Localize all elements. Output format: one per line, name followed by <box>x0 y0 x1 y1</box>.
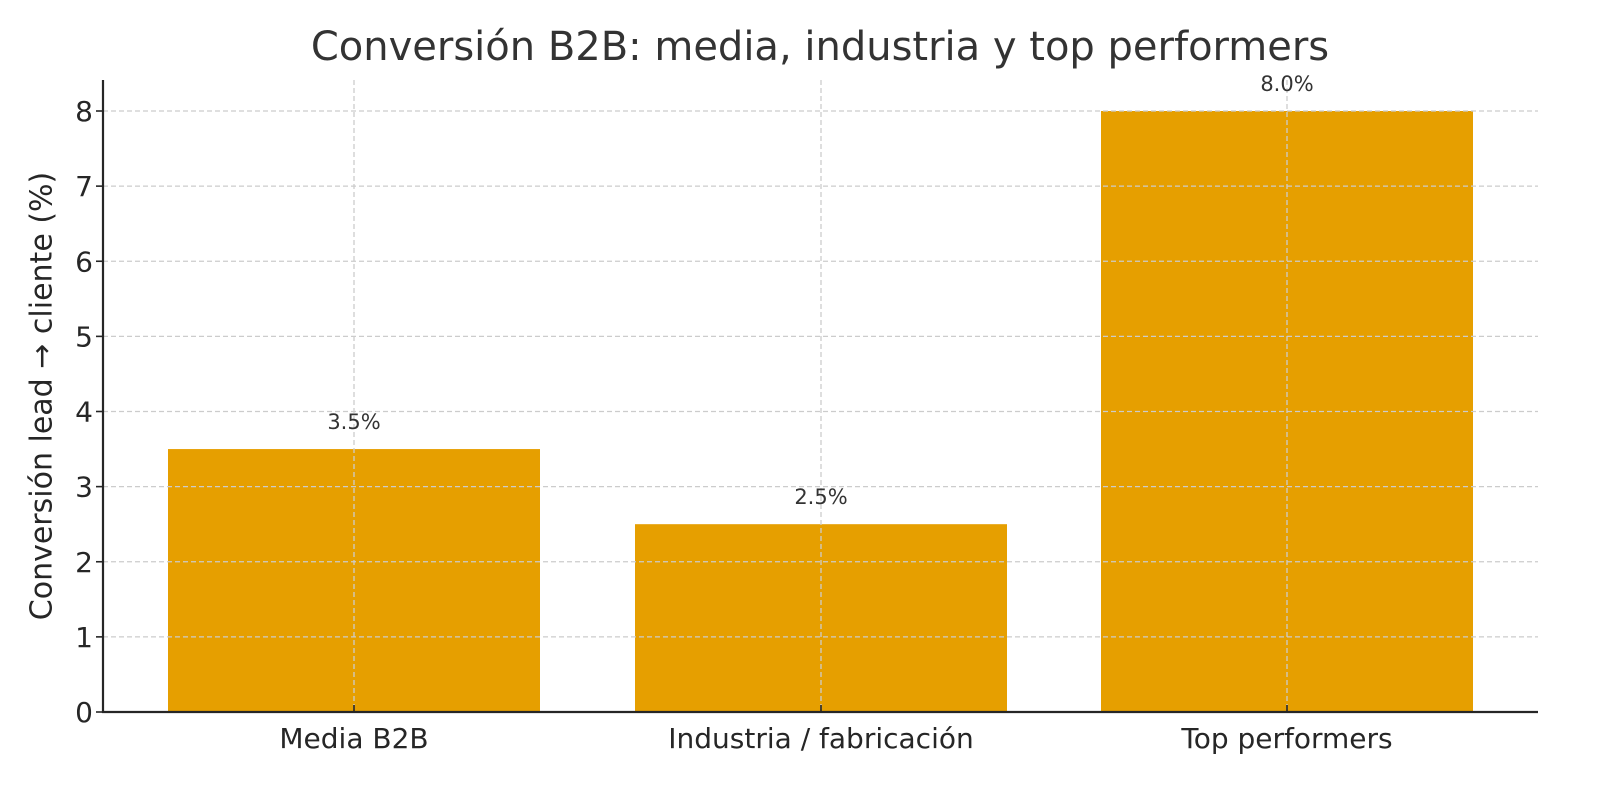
y-tick-label: 3 <box>75 471 93 504</box>
y-tick-label: 4 <box>75 396 93 429</box>
y-tick-label: 7 <box>75 170 93 203</box>
value-label: 3.5% <box>327 410 380 434</box>
x-tick-label: Top performers <box>1180 722 1392 755</box>
y-tick-label: 2 <box>75 546 93 579</box>
x-tick-label: Media B2B <box>279 722 428 755</box>
chart-title: Conversión B2B: media, industria y top p… <box>310 24 1330 70</box>
y-tick-label: 8 <box>75 95 93 128</box>
y-tick-label: 0 <box>75 696 93 729</box>
y-tick-label: 6 <box>75 245 93 278</box>
value-label: 2.5% <box>794 485 847 509</box>
x-tick-label: Industria / fabricación <box>668 722 973 755</box>
y-tick-label: 5 <box>75 320 93 353</box>
y-tick-label: 1 <box>75 621 93 654</box>
value-label: 8.0% <box>1260 72 1313 96</box>
